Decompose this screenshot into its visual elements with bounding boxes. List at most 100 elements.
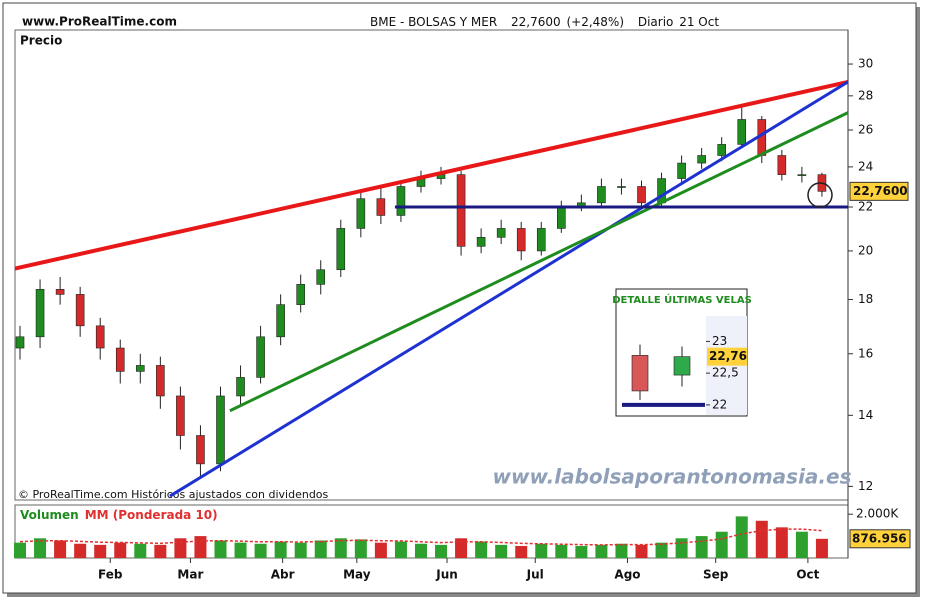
- volume-bar: [695, 536, 708, 558]
- volume-bar: [234, 542, 247, 558]
- y-tick-label: 28: [858, 88, 873, 102]
- y-tick-label: 16: [858, 346, 873, 360]
- candle-body: [536, 228, 546, 252]
- x-tick-label: Sep: [703, 568, 729, 582]
- x-tick-label: May: [343, 568, 371, 582]
- candle-body: [631, 355, 649, 392]
- volume-bar: [54, 540, 67, 558]
- watermark: www.labolsaporantonomasia.es: [492, 465, 851, 489]
- candle-body: [673, 356, 691, 376]
- candle-body: [276, 304, 285, 338]
- candle-body: [516, 228, 526, 252]
- candle-body: [597, 186, 606, 204]
- volume-bar: [214, 540, 227, 558]
- highlight-circle: [807, 182, 833, 208]
- last-volume-box: [849, 529, 911, 549]
- change: (+2,48%): [566, 15, 624, 29]
- inset-last-box: [707, 347, 747, 366]
- candle-body: [156, 365, 165, 397]
- header-info: BME - BOLSAS Y MER 22,7600 (+2,48%) Diar…: [370, 15, 719, 29]
- candle-body: [476, 236, 486, 247]
- x-tick-label: Oct: [796, 568, 819, 582]
- candle-body: [236, 377, 245, 397]
- period: Diario: [638, 15, 674, 29]
- inset-tick-label: 22: [712, 397, 727, 411]
- candle-body: [115, 347, 125, 372]
- candle-body: [316, 269, 326, 285]
- volume-bar: [74, 543, 87, 558]
- candle-body: [95, 325, 105, 349]
- volume-bar: [414, 543, 427, 558]
- volume-bar: [755, 520, 768, 558]
- y-tick-label: 2.000K: [856, 507, 899, 521]
- candle-body: [55, 289, 65, 295]
- volume-panel: [14, 504, 849, 559]
- candle-body: [677, 162, 686, 179]
- volume-bar: [174, 538, 187, 558]
- candle-body: [496, 228, 506, 238]
- x-tick-label: Feb: [98, 568, 123, 582]
- x-tick-label: Jul: [526, 568, 544, 582]
- volume-bar: [595, 544, 608, 558]
- y-tick-label: 20: [858, 243, 873, 257]
- inset-last-label: 22,76: [709, 349, 747, 363]
- volume-bar: [535, 543, 548, 558]
- x-tick-label: Mar: [177, 568, 203, 582]
- inset-title: DETALLE ÚLTIMAS VELAS: [612, 293, 752, 306]
- candle-body: [777, 155, 787, 175]
- candle-body: [737, 119, 747, 145]
- inset-tick-label: 22,5: [712, 366, 739, 380]
- candle-body: [557, 206, 566, 229]
- volume-bar: [34, 538, 47, 558]
- last-price-box: [849, 181, 909, 201]
- y-tick-label: 24: [858, 159, 873, 173]
- candle-body: [256, 336, 265, 378]
- instrument: BME - BOLSAS Y MER: [370, 15, 497, 29]
- candle-body: [456, 174, 466, 247]
- volume-bar: [314, 540, 327, 558]
- candle-body: [35, 289, 45, 338]
- volume-bar: [94, 544, 107, 558]
- volume-bar: [555, 544, 568, 558]
- y-tick-label: 14: [858, 408, 873, 422]
- y-tick-label: 30: [858, 57, 873, 71]
- x-tick-label: Jun: [435, 568, 458, 582]
- volume-bar: [114, 542, 127, 558]
- x-tick-label: Abr: [271, 568, 295, 582]
- legend-ma: MM (Ponderada 10): [85, 508, 218, 522]
- candle-body: [697, 155, 706, 164]
- candle-body: [336, 228, 346, 271]
- y-tick-label: 22: [858, 199, 873, 213]
- trend-line: [169, 80, 849, 498]
- price: 22,7600: [511, 15, 561, 29]
- volume-bar: [134, 543, 147, 558]
- last-volume-label: 876.956: [852, 531, 907, 545]
- volume-bar: [655, 542, 668, 558]
- candle-body: [637, 186, 646, 204]
- volume-bar: [374, 542, 387, 558]
- ma-line: [19, 528, 822, 546]
- candle-body: [376, 198, 386, 216]
- volume-bar: [675, 538, 688, 558]
- y-tick-label: 26: [858, 123, 873, 137]
- inset-tick-label: 23: [712, 334, 727, 348]
- candle-body: [797, 174, 807, 176]
- site: www.ProRealTime.com: [22, 15, 177, 29]
- volume-bar: [354, 539, 367, 558]
- candle-body: [396, 186, 406, 216]
- candle-body: [356, 198, 366, 229]
- volume-bar: [455, 538, 468, 558]
- candle-body: [75, 294, 85, 327]
- volume-bar: [775, 527, 788, 558]
- x-tick-label: Ago: [614, 568, 640, 582]
- candle-body: [136, 365, 145, 372]
- volume-bar: [635, 544, 648, 558]
- trend-line: [229, 111, 849, 413]
- candle-body: [15, 336, 25, 349]
- volume-bar: [735, 516, 748, 558]
- candle-body: [717, 144, 726, 156]
- candle-body: [176, 395, 185, 436]
- volume-bar: [495, 544, 508, 558]
- volume-bar: [334, 538, 347, 558]
